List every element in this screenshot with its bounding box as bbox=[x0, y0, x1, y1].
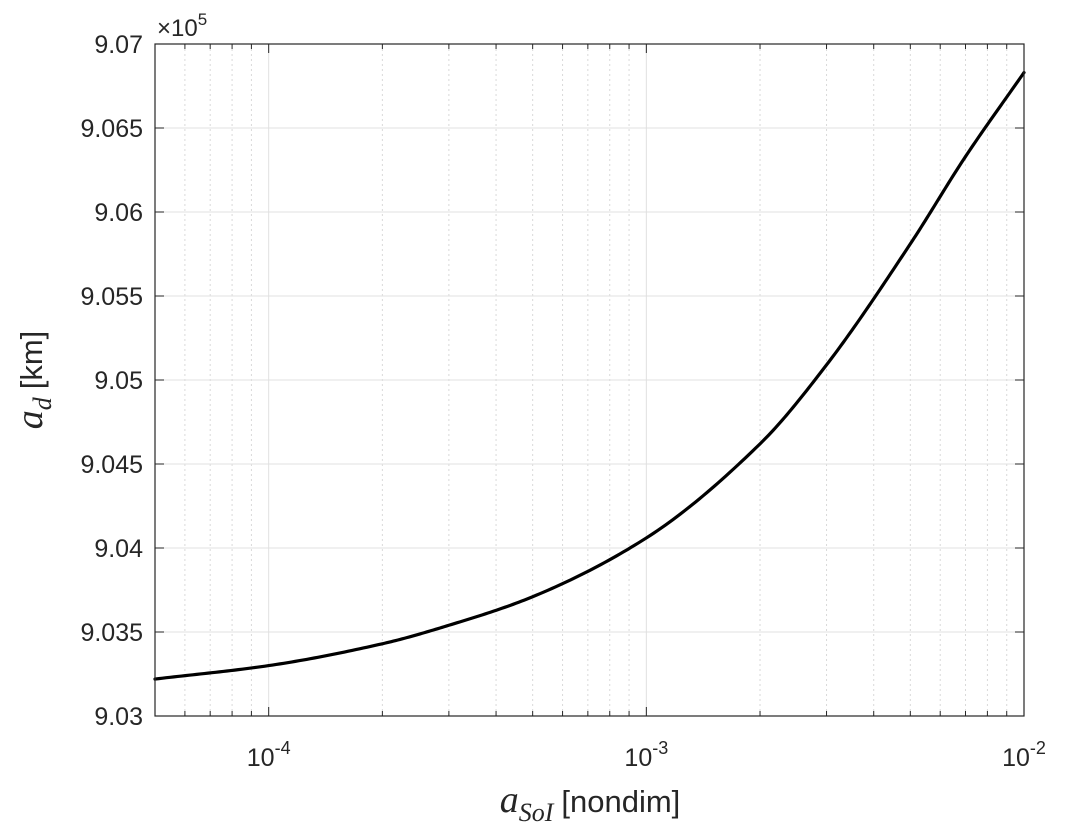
y-tick-label: 9.04 bbox=[94, 535, 143, 563]
y-tick-label: 9.06 bbox=[94, 199, 143, 227]
y-tick-label: 9.055 bbox=[80, 283, 143, 311]
y-exponent-label: ×105 bbox=[157, 10, 207, 42]
series-layer bbox=[153, 70, 1026, 681]
x-axis-label: aSoI [nondim] bbox=[500, 779, 681, 827]
y-tick-label: 9.05 bbox=[94, 367, 143, 395]
x-tick-label: 10-4 bbox=[247, 738, 291, 772]
y-tick-label: 9.065 bbox=[80, 115, 143, 143]
x-tick-label: 10-3 bbox=[624, 738, 668, 772]
series-line bbox=[153, 70, 1026, 681]
y-tick-label: 9.035 bbox=[80, 619, 143, 647]
axis-ticks bbox=[155, 43, 1025, 717]
y-tick-label: 9.03 bbox=[94, 703, 143, 731]
y-tick-label: 9.07 bbox=[94, 31, 143, 59]
x-tick-label: 10-2 bbox=[1002, 738, 1046, 772]
y-axis-label: ad[km] bbox=[9, 331, 57, 430]
x-tick-labels: 10-4 10-3 10-2 bbox=[247, 738, 1046, 772]
y-tick-label: 9.045 bbox=[80, 451, 143, 479]
y-tick-labels: 9.03 9.035 9.04 9.045 9.05 9.055 9.06 9.065 9.07 bbox=[80, 31, 143, 731]
